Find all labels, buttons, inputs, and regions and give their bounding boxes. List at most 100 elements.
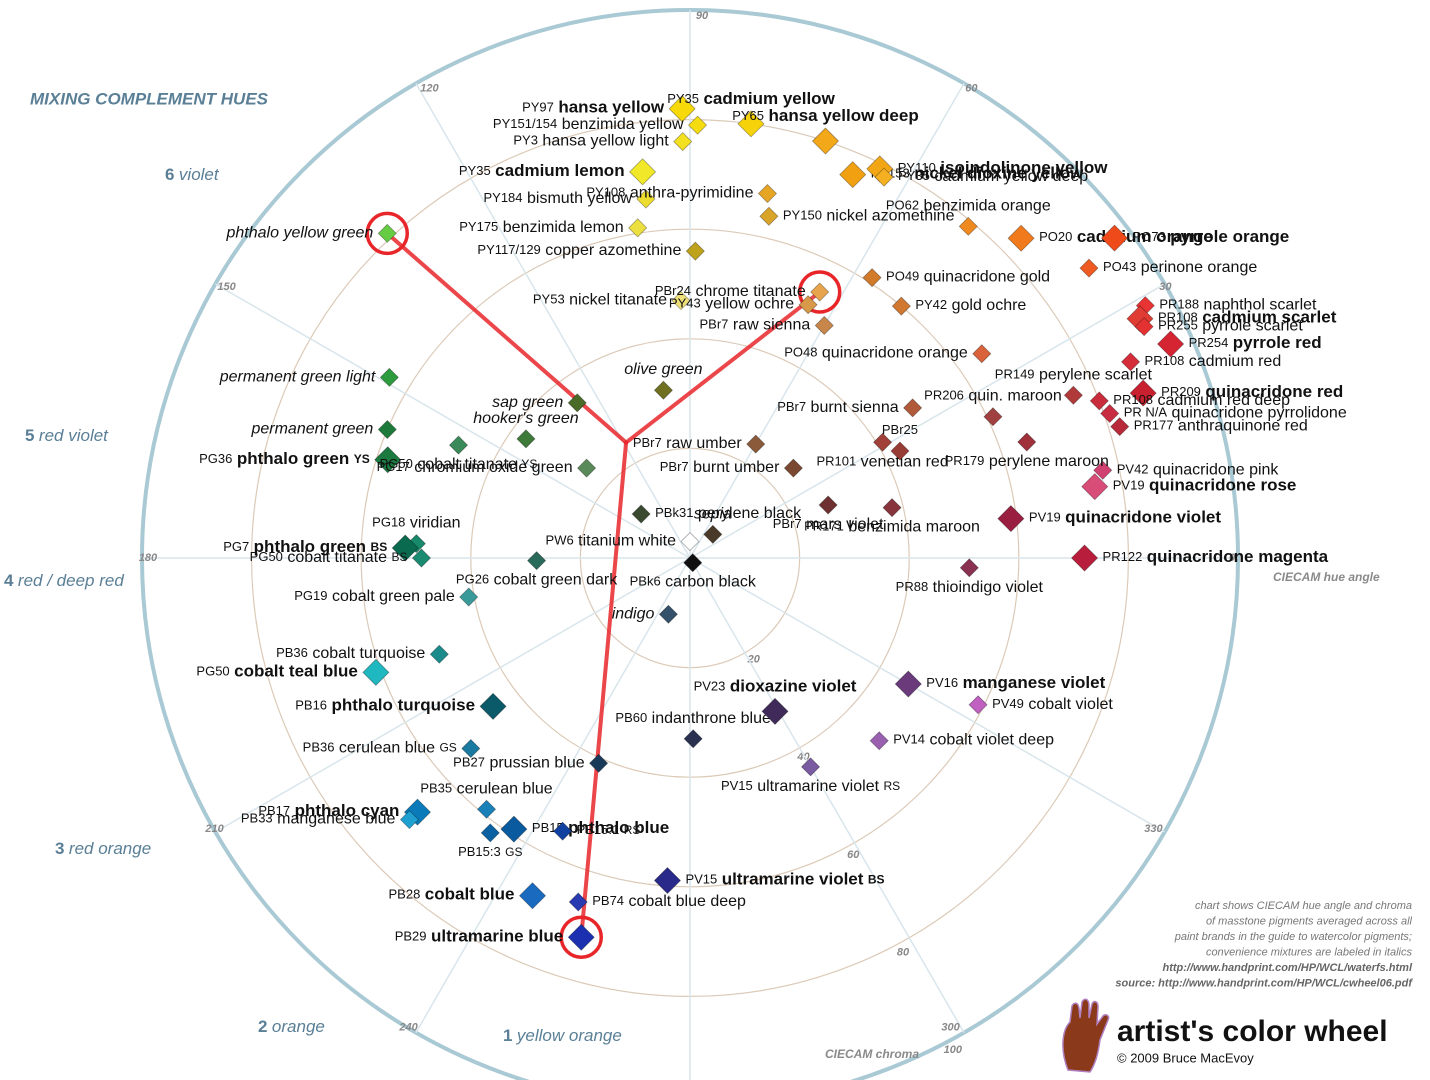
label-code: PB17 [258, 804, 290, 819]
pigment-label: PB16 phthalo turquoise [295, 696, 475, 715]
x-tick-label: 30 [1159, 281, 1172, 293]
label-variant: GS [505, 845, 522, 859]
label-name: quin. maroon [968, 388, 1061, 405]
pigment-marker [894, 670, 922, 698]
pigment-label: PG18 viridian [372, 515, 460, 532]
label-name: chrome titanate [695, 283, 805, 300]
label-name: olive green [624, 361, 702, 378]
label-code: PO49 [886, 269, 919, 284]
pigment-marker [1100, 224, 1129, 252]
label-name: benzimida yellow [562, 116, 684, 133]
pigment-label: PO48 quinacridone orange [784, 345, 968, 362]
pigment-marker [527, 551, 547, 571]
label-code: PB36 [303, 740, 335, 755]
label-code: PY175 [459, 219, 498, 234]
group-number: 6 [165, 165, 174, 184]
label-name: naphthol scarlet [1204, 297, 1318, 314]
label-code: PY184 [483, 190, 522, 205]
pigment-marker [399, 810, 420, 830]
pigment-marker [1120, 352, 1141, 372]
label-variant: GS [439, 741, 456, 755]
label-code: PR88 [896, 579, 929, 594]
pigment-label: sepia [694, 506, 732, 523]
pigment-label: PG50 cobalt teal blue [196, 662, 357, 681]
pigment-label: PY117/129 copper azomethine [477, 242, 681, 259]
label-code: PR209 [1161, 385, 1201, 400]
group-number: 2 [258, 1017, 267, 1036]
pigment-marker [476, 799, 497, 819]
pigment-marker [1126, 305, 1154, 333]
pigment-label: PV19 quinacridone violet [1029, 508, 1221, 527]
group-number: 1 [503, 1026, 512, 1045]
label-name: phthalo blue [568, 819, 669, 838]
label-name: burnt umber [693, 459, 780, 476]
pigment-marker [1079, 258, 1099, 278]
x-tick-label: 180 [139, 552, 158, 564]
x-tick-label: 330 [1144, 823, 1163, 835]
pigment-marker [1017, 432, 1037, 452]
label-name: perylene black [698, 505, 802, 522]
pigment-marker [873, 432, 893, 452]
pigment-marker [757, 183, 778, 204]
mixing-line [385, 231, 629, 445]
label-code: PV23 [694, 679, 726, 694]
grid-spoke [689, 283, 1165, 559]
label-name: quinacridone magenta [1147, 547, 1329, 566]
pigment-marker [874, 167, 894, 187]
label-code: PBr7 [660, 460, 689, 475]
pigment-label: PY3 hansa yellow light [513, 133, 669, 150]
pigment-marker [589, 753, 609, 773]
pigment-label: PBr7 burnt sienna [777, 399, 899, 416]
note-line: http://www.handprint.com/HP/WCL/waterfs.… [1162, 962, 1412, 974]
label-variant: BS [868, 873, 885, 887]
label-code: PBr7 [700, 317, 729, 332]
label-code: PG7 [223, 539, 249, 554]
pigment-label: PB36 cobalt turquoise [276, 645, 425, 662]
x-tick-label: 0 [1229, 552, 1236, 564]
pigment-marker [516, 429, 536, 449]
label-code: PY53 [533, 292, 565, 307]
pigment-label: PB29 ultramarine blue [395, 927, 564, 946]
pigment-label: PBr7 burnt umber [660, 459, 780, 476]
label-name: cobalt blue [425, 885, 515, 904]
label-code: PR255 [1158, 318, 1198, 333]
x-tick-label: 60 [965, 83, 978, 95]
pigment-marker [1070, 544, 1099, 572]
label-code: PR149 [995, 367, 1035, 382]
label-code: PO20 [1039, 230, 1072, 245]
pigment-label: PBr24 chrome titanate [655, 283, 806, 300]
pigment-label: PB36 cerulean blue GS [303, 740, 457, 757]
label-code: PV19 [1113, 478, 1145, 493]
pigment-marker [391, 534, 419, 562]
label-code: PG50 [380, 457, 413, 472]
pigment-marker [737, 110, 765, 138]
grid-spoke [215, 283, 691, 559]
group-name: violet [179, 165, 220, 184]
note-line: of masstone pigments averaged across all [1206, 915, 1413, 927]
pigment-label: PG17 chromium oxide green [377, 459, 573, 476]
label-code: PR206 [924, 388, 964, 403]
label-code: PBr7 [777, 399, 806, 414]
label-name: chromium oxide green [414, 459, 572, 476]
label-name: ultramarine blue [431, 927, 563, 946]
label-code: PY35 [898, 169, 930, 184]
label-name: cerulean blue [457, 780, 553, 797]
pigment-marker [459, 587, 479, 607]
pigment-label: PB27 prussian blue [453, 754, 585, 771]
group-name: orange [272, 1017, 325, 1036]
group-name: yellow orange [516, 1026, 622, 1045]
pigment-label: PB15:1 RS [577, 822, 641, 839]
pigment-label: PR177 anthraquinone red [1134, 418, 1308, 435]
label-code: PV16 [926, 675, 958, 690]
mixing-line [624, 290, 822, 445]
pigment-label: PO49 quinacridone gold [886, 269, 1050, 286]
label-code: PV49 [992, 696, 1024, 711]
pigment-marker [958, 216, 978, 236]
pigment-marker [636, 189, 656, 209]
pigment-marker [680, 531, 700, 552]
pigment-label: PG26 cobalt green dark [456, 572, 618, 589]
pigment-label: PV19 quinacridone rose [1113, 476, 1297, 495]
pigment-marker [683, 729, 703, 749]
y-tick-label: 100 [944, 1044, 963, 1056]
pigment-marker [479, 692, 507, 720]
